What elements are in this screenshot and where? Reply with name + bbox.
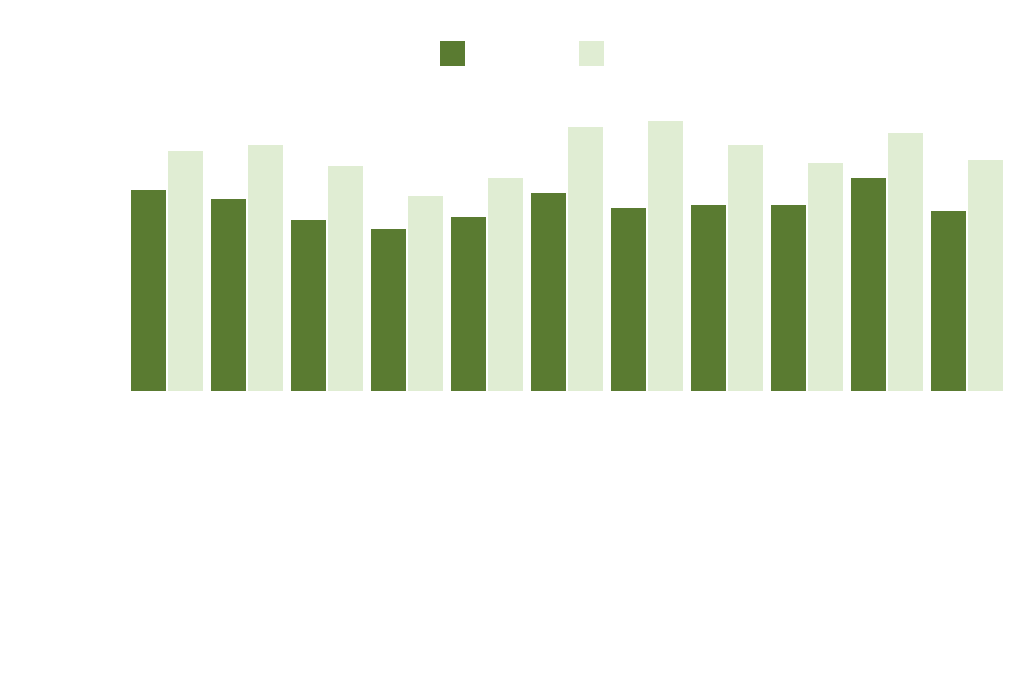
bar [371,229,406,391]
bar [648,121,683,391]
bar [531,193,566,391]
bar [451,217,486,391]
bar [131,190,166,391]
bar [691,205,726,391]
bar [611,208,646,391]
bar [248,145,283,391]
bar [211,199,246,391]
bar [408,196,443,391]
bar [291,220,326,391]
legend-swatch [440,41,465,66]
bar [728,145,763,391]
bar [328,166,363,391]
bar [488,178,523,391]
bar [771,205,806,391]
bar [568,127,603,391]
bar [851,178,886,391]
bar [888,133,923,391]
legend-swatch [579,41,604,66]
bar [968,160,1003,391]
bar [808,163,843,391]
bar [931,211,966,391]
bar [168,151,203,391]
